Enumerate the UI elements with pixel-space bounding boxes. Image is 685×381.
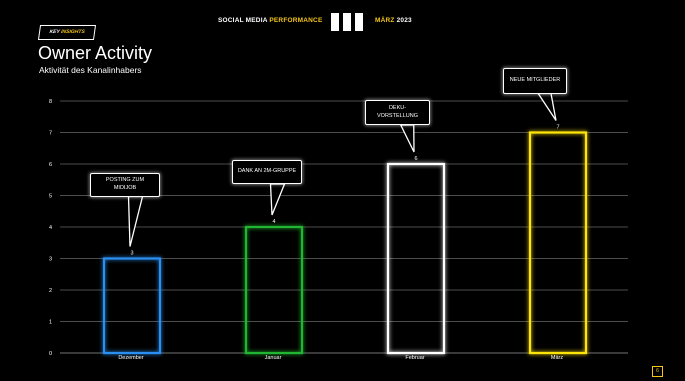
annotation-callout: DEKU-VORSTELLUNG: [365, 100, 430, 125]
callout-pointer: [536, 92, 557, 121]
report-date: MÄRZ 2023: [375, 17, 412, 24]
data-label: 6: [414, 156, 417, 162]
callout-pointer: [269, 183, 286, 216]
x-tick-label: Dezember: [118, 355, 144, 361]
bar-februar: [386, 162, 446, 355]
annotation-callout: NEUE MITGLIEDER: [503, 67, 567, 94]
callout-pointer: [127, 195, 144, 247]
report-title: SOCIAL MEDIA PERFORMANCE: [218, 17, 322, 24]
page-title: Owner Activity: [38, 43, 153, 63]
report-month: MÄRZ: [375, 17, 395, 24]
y-tick-label: 8: [49, 99, 52, 105]
bar-dezember: [102, 257, 162, 355]
y-tick-label: 7: [49, 131, 52, 137]
y-tick-label: 3: [49, 257, 52, 263]
y-tick-label: 0: [49, 351, 52, 357]
report-year: 2023: [394, 17, 412, 24]
y-tick-label: 2: [49, 288, 52, 294]
data-label: 4: [272, 219, 275, 225]
data-label: 3: [130, 251, 133, 257]
y-tick-label: 4: [49, 225, 52, 231]
bar-märz: [528, 131, 588, 355]
y-tick-label: 6: [49, 162, 52, 168]
y-tick-label: 1: [49, 320, 52, 326]
report-title-highlight: PERFORMANCE: [269, 17, 323, 24]
annotation-callout: POSTING ZUM MIDIJOB: [90, 172, 160, 197]
x-tick-label: Februar: [405, 355, 424, 361]
x-tick-label: Januar: [265, 355, 282, 361]
bar-januar: [244, 225, 304, 355]
callout-pointer: [399, 124, 415, 153]
page-number: 6: [652, 366, 663, 377]
page-subtitle: Aktivität des Kanalinhabers: [39, 65, 142, 75]
annotation-callout: DANK AN 2M-GRUPPE: [232, 160, 302, 184]
report-title-main: SOCIAL MEDIA: [218, 17, 270, 24]
x-tick-label: März: [551, 355, 563, 361]
data-label: 7: [556, 125, 559, 131]
y-tick-label: 5: [49, 194, 52, 200]
header-bar: SOCIAL MEDIA PERFORMANCE MÄRZ 2023: [0, 13, 685, 31]
